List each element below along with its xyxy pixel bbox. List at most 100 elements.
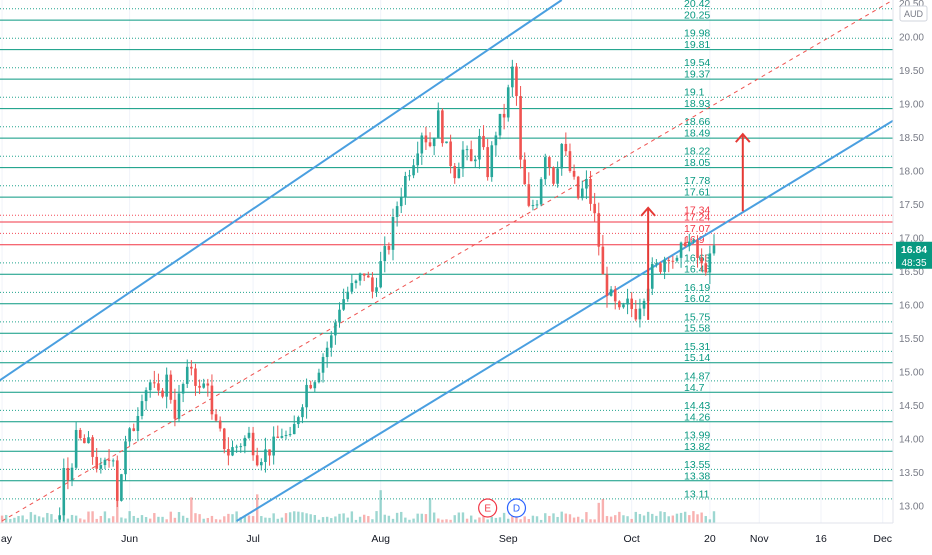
candle <box>539 177 543 207</box>
volume-bar <box>251 516 255 523</box>
level-label: 19.37 <box>684 69 710 81</box>
candle-body <box>276 436 280 438</box>
candle <box>354 279 358 289</box>
candle <box>432 137 436 156</box>
candle-body <box>227 449 230 456</box>
candle <box>309 380 312 390</box>
volume-bar <box>630 518 633 523</box>
candle-body <box>334 322 337 336</box>
level-label: 17.78 <box>684 175 710 187</box>
volume-bar <box>688 515 691 523</box>
candle <box>494 131 498 157</box>
candle <box>597 202 601 256</box>
time-tick-label: 16 <box>815 533 827 545</box>
volume-bar <box>17 516 20 523</box>
candle <box>391 208 395 261</box>
candle-body <box>292 424 296 435</box>
volume-bar <box>87 511 90 523</box>
level-label: 15.75 <box>684 311 710 323</box>
candle <box>527 172 531 208</box>
volume-bar <box>116 492 119 523</box>
volume-bar <box>474 519 477 523</box>
volume-bar <box>190 497 193 523</box>
candle <box>247 426 251 440</box>
volume-bar <box>235 511 238 523</box>
price-tick-label: 20.50 <box>899 0 924 10</box>
volume-bar <box>37 516 41 523</box>
candle-body <box>469 149 473 162</box>
volume-bar <box>313 515 317 523</box>
volume-bar <box>601 498 605 523</box>
volume-bar <box>700 512 703 523</box>
candle-body <box>494 135 498 146</box>
candle <box>379 251 382 289</box>
candle <box>276 425 280 439</box>
volume-bar <box>671 515 675 523</box>
volume-bar <box>128 511 131 523</box>
candle <box>576 175 580 200</box>
level-label: 19.54 <box>684 57 710 69</box>
volume-bar <box>391 518 395 523</box>
candle <box>144 387 148 410</box>
candle-body <box>626 298 629 305</box>
volume-bar <box>490 516 493 523</box>
candle <box>128 427 131 447</box>
candle-body <box>679 242 683 258</box>
candle <box>404 171 407 205</box>
volume-bar <box>140 515 144 523</box>
candle <box>218 416 222 432</box>
candle <box>572 164 576 180</box>
candle-body <box>95 456 99 469</box>
candle <box>334 319 337 345</box>
candle <box>515 63 518 106</box>
candle-body <box>70 467 74 481</box>
volume-bar <box>453 515 456 523</box>
volume-bar <box>210 515 214 523</box>
candle <box>202 378 206 389</box>
price-tick-label: 18.50 <box>899 133 924 144</box>
time-tick-label: Nov <box>750 533 769 545</box>
level-label: 18.22 <box>684 146 710 158</box>
volume-bar <box>642 515 646 523</box>
candle-body <box>502 113 506 118</box>
volume-bar <box>194 513 197 523</box>
candle-body <box>622 304 625 308</box>
candle-body <box>605 274 609 296</box>
candle <box>243 435 247 454</box>
candle <box>280 428 284 439</box>
candle <box>124 435 127 481</box>
candle-body <box>597 213 601 247</box>
candle-body <box>325 347 329 358</box>
volume-bar <box>21 515 24 523</box>
candle <box>519 85 522 169</box>
candle-body <box>297 417 300 425</box>
candle-body <box>309 384 312 389</box>
volume-bar <box>325 516 329 523</box>
candlestick-series <box>58 59 716 525</box>
volume-bar <box>350 511 354 523</box>
price-tick-label: 18.00 <box>899 166 924 177</box>
volume-bar <box>120 517 123 523</box>
candle-body <box>107 459 111 461</box>
candle-body <box>354 280 358 284</box>
candle-body <box>235 446 238 448</box>
candle-body <box>144 390 148 402</box>
price-tick-label: 19.00 <box>899 99 924 110</box>
volume-bar <box>362 514 366 523</box>
candle <box>371 272 374 299</box>
candle <box>655 259 658 268</box>
candle <box>523 152 526 185</box>
volume-bar <box>260 516 263 523</box>
candle-body <box>157 383 160 391</box>
candle <box>667 257 671 273</box>
candle <box>227 437 230 466</box>
volume-bar <box>692 511 695 523</box>
volume-bar <box>169 511 172 523</box>
candle-body <box>445 141 448 144</box>
volume-bar <box>507 518 510 523</box>
candle-body <box>362 273 366 276</box>
candle <box>416 141 419 173</box>
candle <box>62 458 66 522</box>
